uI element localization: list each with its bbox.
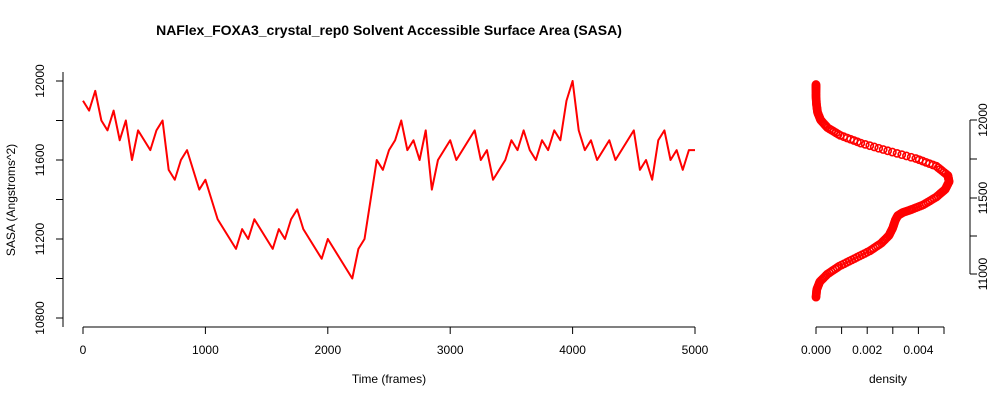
density-x-tick-label: 0.002 [852,343,882,357]
x-tick-label: 5000 [682,343,709,357]
main-panel: 0 1000 2000 3000 4000 5000 Time (frames)… [4,64,709,386]
density-point [811,80,821,89]
y-tick-label: 11200 [33,222,47,255]
density-point [887,147,897,157]
density-y-tick-label: 11500 [976,181,990,214]
y-tick-label: 10800 [33,301,47,335]
chart-title: NAFlex_FOXA3_crystal_rep0 Solvent Access… [156,22,622,38]
density-point [906,152,916,162]
density-y-ticks [970,119,977,275]
y-tick-labels: 10800 11200 11600 12000 [33,64,47,335]
x-tick-label: 4000 [559,343,586,357]
density-panel: 0.000 0.002 0.004 density 11000 11500 12… [801,80,990,386]
density-points-group [811,80,954,302]
density-point [883,146,893,156]
density-x-tick-labels: 0.000 0.002 0.004 [801,343,934,357]
series-line-group [82,80,695,280]
density-point [878,145,888,154]
x-axis-label: Time (frames) [352,372,426,386]
density-x-ticks [815,327,945,334]
x-tick-label: 2000 [314,343,341,357]
density-x-tick-label: 0.000 [801,343,831,357]
sasa-series-line [82,80,695,280]
density-x-tick-label: 0.004 [903,343,933,357]
density-y-tick-label: 11000 [976,257,990,290]
x-ticks [82,327,696,334]
density-y-tick-label: 12000 [976,103,990,137]
density-point [869,142,879,152]
density-point [892,148,902,158]
density-point [897,150,907,160]
x-tick-label: 0 [80,343,87,357]
x-tick-label: 1000 [192,343,219,357]
density-x-axis-label: density [869,372,907,386]
density-point [860,139,870,149]
density-point [902,151,911,161]
y-tick-label: 11600 [33,143,47,176]
x-tick-labels: 0 1000 2000 3000 4000 5000 [80,343,709,357]
y-axis-label: SASA (Angstroms^2) [4,144,18,256]
density-point [865,141,875,151]
density-point [911,154,921,163]
y-ticks [56,80,63,319]
x-tick-label: 3000 [437,343,464,357]
density-y-tick-labels: 11000 11500 12000 [976,103,990,290]
y-tick-label: 12000 [33,64,47,98]
density-point [874,143,884,153]
